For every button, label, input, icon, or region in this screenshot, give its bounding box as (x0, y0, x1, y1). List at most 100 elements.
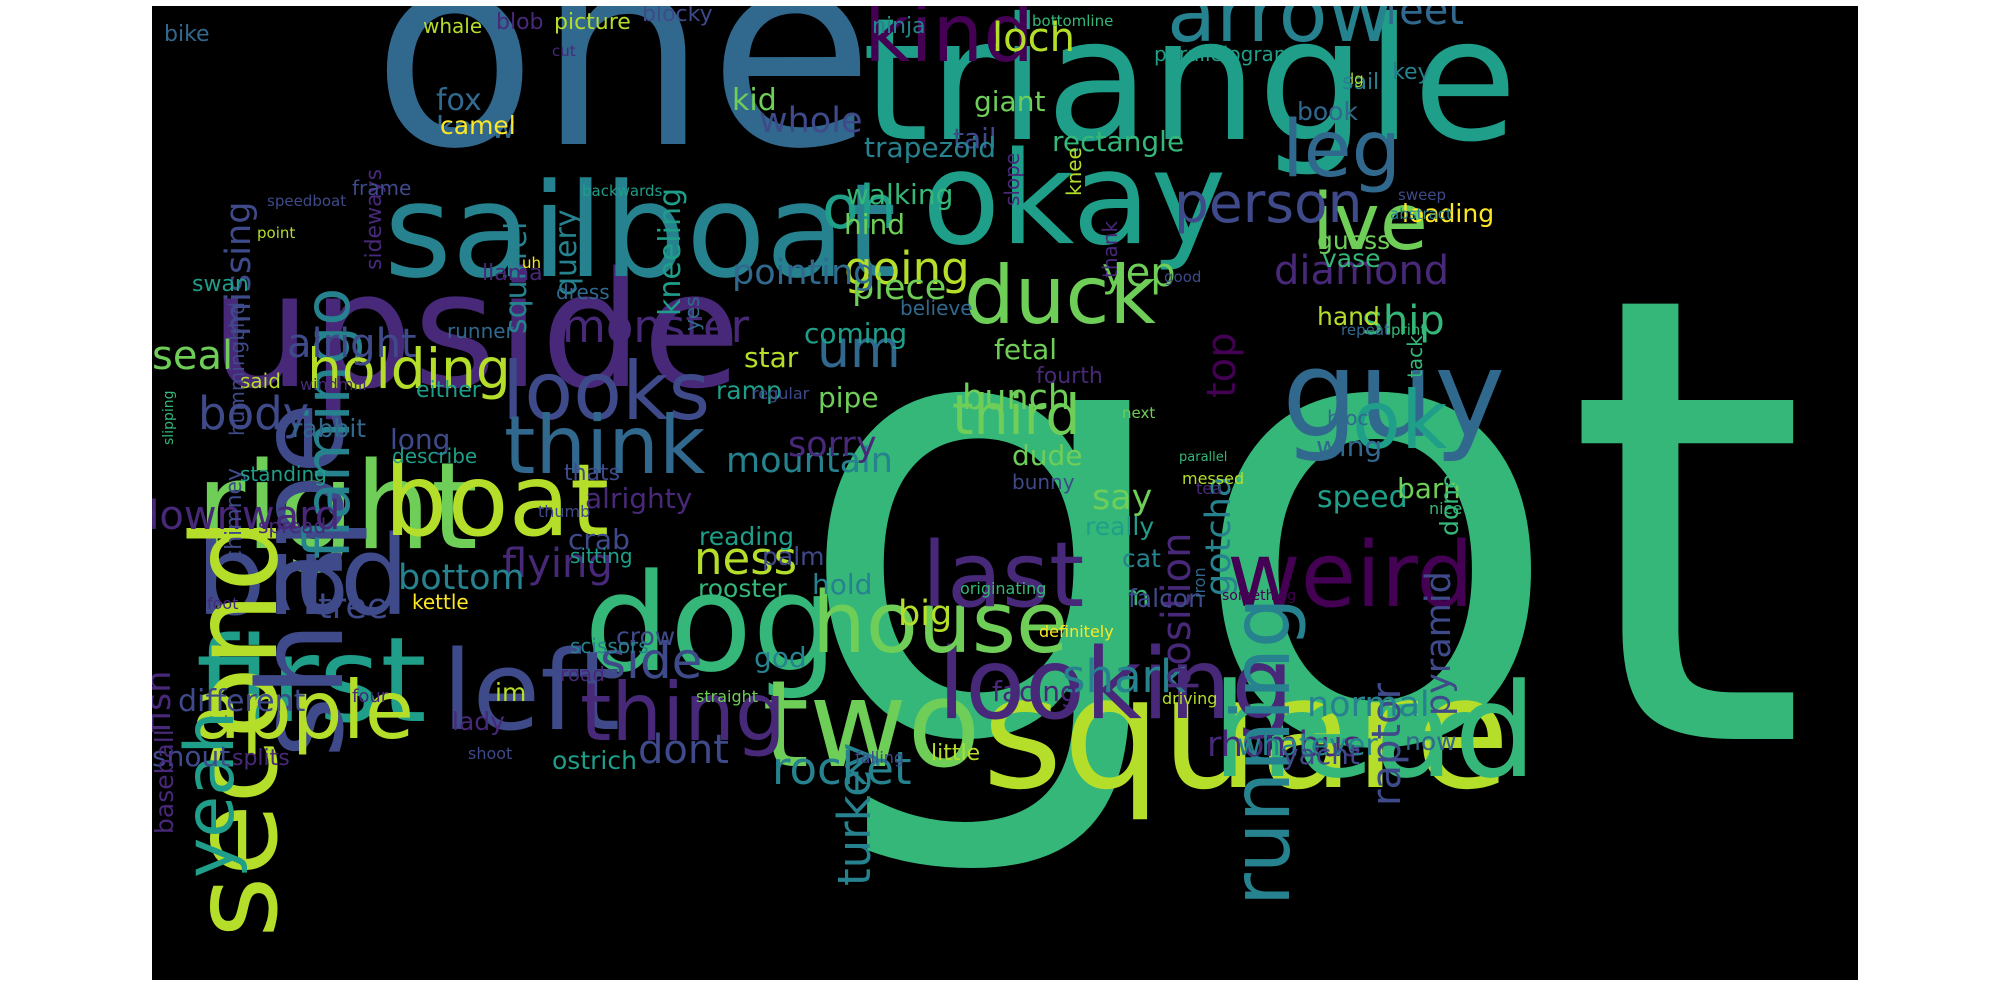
word-122: god (754, 641, 807, 674)
word-131: now (1405, 727, 1457, 756)
word-197: falling (855, 748, 905, 767)
word-87: tail (953, 122, 997, 155)
word-147: bike (164, 22, 210, 47)
word-111: cat (1122, 544, 1161, 573)
word-163: abstract (1390, 205, 1452, 223)
word-181: standing (240, 462, 327, 486)
word-185: something (1222, 588, 1297, 604)
word-35: holding (307, 337, 511, 401)
word-175: windmill (300, 375, 367, 394)
word-91: hind (844, 208, 906, 241)
word-161: cut (552, 42, 576, 60)
word-2: triangle (862, 6, 1518, 180)
word-148: whale (423, 14, 483, 38)
word-47: mountain (726, 441, 893, 481)
word-0: got (792, 165, 1808, 886)
word-4: square (982, 643, 1511, 824)
word-120: crow (616, 622, 676, 651)
word-153: bottomline (1032, 12, 1114, 30)
word-48: sorry (788, 425, 877, 465)
word-9: first (196, 611, 427, 749)
word-164: tack (1403, 335, 1427, 378)
word-188: foot (207, 594, 239, 613)
word-125: lady (452, 707, 505, 736)
word-37: person (1174, 171, 1363, 235)
word-77: whatever (1237, 728, 1378, 763)
word-90: walking (846, 178, 954, 211)
word-124: im (495, 678, 527, 707)
word-138: hummingbird (225, 301, 249, 436)
word-178: messed (1182, 469, 1245, 488)
word-128: ostrich (552, 746, 637, 775)
word-45: alright (287, 321, 417, 367)
word-173: print (1391, 321, 1427, 339)
word-142: frame (352, 176, 412, 200)
word-5: sailboat (384, 155, 897, 307)
word-162: sweep (1398, 186, 1447, 204)
word-27: looks (502, 345, 711, 438)
word-69: say (1092, 478, 1153, 518)
word-86: giant (974, 85, 1046, 118)
word-193: driving (1162, 689, 1218, 708)
word-40: um (817, 320, 901, 380)
word-151: blocky (642, 6, 713, 27)
word-61: dont (638, 727, 729, 773)
word-1: one (372, 6, 875, 208)
word-123: facing (992, 675, 1078, 708)
word-159: thank (1098, 220, 1122, 278)
word-158: knee (1062, 147, 1086, 196)
word-18: looking (938, 628, 1294, 742)
word-190: definitely (1039, 622, 1114, 641)
word-118: rooster (698, 574, 787, 603)
word-43: going (844, 242, 970, 295)
word-137: thats (564, 461, 621, 486)
word-168: yes (680, 296, 704, 331)
word-50: diamond (1274, 248, 1450, 294)
word-191: road (560, 662, 605, 686)
word-133: long (390, 423, 451, 456)
word-88: rectangle (1052, 125, 1185, 158)
word-8: dog (584, 545, 838, 702)
word-110: really (1085, 512, 1155, 541)
word-177: parallel (1179, 450, 1228, 465)
word-3: upside (210, 237, 741, 424)
word-cloud: got one triangle upside square sailboat okay ri… (152, 6, 1858, 980)
word-79: fox (436, 83, 482, 118)
word-44: monster (562, 300, 750, 353)
word-46: flying (502, 541, 613, 587)
word-146: dress (556, 280, 610, 304)
word-55: tree (318, 587, 389, 627)
word-134: rabbit (292, 414, 367, 443)
word-39: rocket (772, 742, 912, 795)
word-38: third (952, 383, 1081, 447)
word-60: shark (1062, 650, 1187, 703)
word-78: different (178, 684, 306, 719)
word-171: believe (900, 296, 973, 320)
word-183: spread (258, 514, 327, 538)
word-26: thing (580, 666, 786, 759)
word-41: ness (694, 532, 798, 585)
word-101: pipe (818, 381, 879, 414)
word-97: coming (804, 317, 908, 350)
word-24: arrow (1167, 6, 1394, 60)
word-104: bunny (1012, 470, 1075, 494)
word-72: pointing (732, 253, 876, 293)
word-22: apple (192, 664, 415, 757)
word-130: yacht (1282, 738, 1360, 771)
word-29: ive (1312, 178, 1428, 268)
word-184: originating (960, 579, 1047, 598)
word-30: leg (1282, 105, 1402, 195)
word-59: big (898, 594, 953, 634)
word-116: sitting (570, 544, 633, 568)
word-187: kettle (412, 590, 469, 614)
word-15: two (762, 656, 981, 795)
word-121: scissors (570, 634, 649, 658)
word-169: uh (522, 254, 542, 272)
word-65: ship (1362, 298, 1445, 344)
word-119: palm (762, 542, 825, 571)
word-10: bird (196, 512, 410, 640)
word-157: lg (1350, 70, 1364, 88)
word-82: kid (732, 83, 777, 118)
word-53: bottom (398, 558, 525, 598)
word-195: baseball (152, 729, 179, 834)
